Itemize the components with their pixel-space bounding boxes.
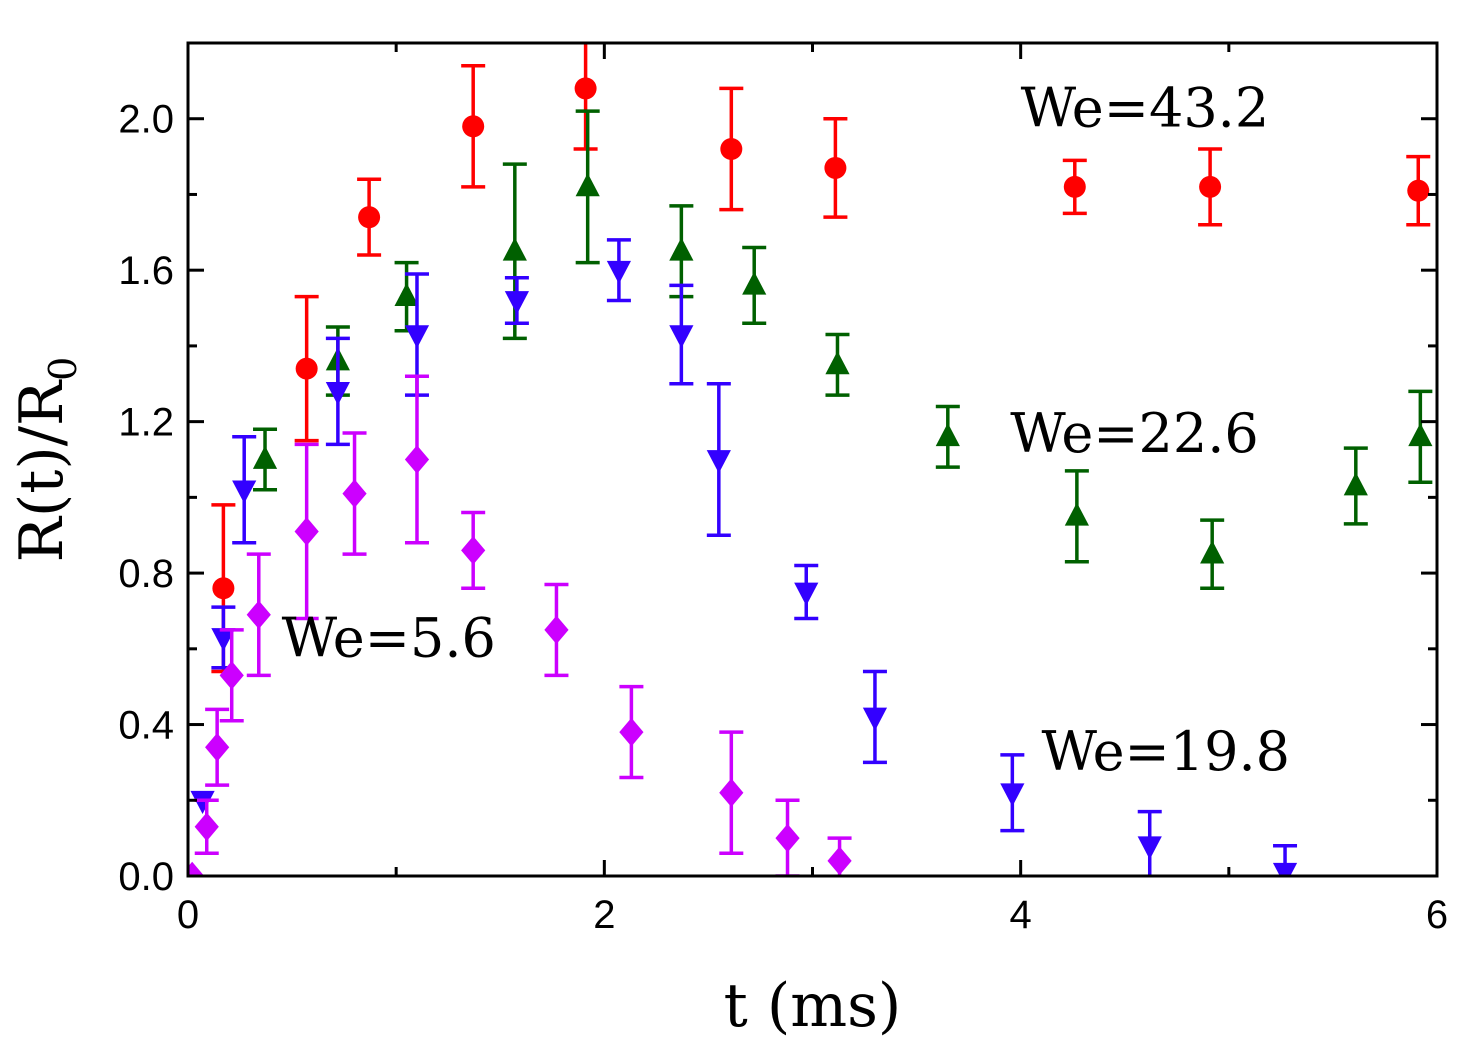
triangle-down-marker	[669, 325, 694, 349]
diamond-marker	[246, 600, 271, 630]
diamond-marker	[719, 778, 744, 807]
triangle-down-marker	[1000, 783, 1025, 807]
diamond-marker	[619, 717, 644, 747]
y-axis-title-subscript: 0	[41, 357, 85, 381]
diamond-marker	[461, 536, 486, 565]
tick-labels: 0 2 4 6 0.0 0.4 0.8 1.2 1.6 2.0	[118, 98, 1448, 937]
triangle-down-marker	[606, 260, 632, 284]
triangle-down-marker	[325, 381, 350, 406]
y-tick-label: 1.2	[118, 401, 174, 445]
diamond-marker	[342, 479, 367, 508]
triangle-up-marker	[1200, 540, 1225, 564]
triangle-down-marker	[211, 628, 236, 652]
y-tick-label: 2.0	[118, 98, 174, 142]
triangle-up-marker	[502, 237, 527, 261]
triangle-down-marker	[232, 480, 257, 504]
y-axis-title: R(t)/R0	[7, 357, 85, 563]
circle-marker	[1407, 179, 1430, 202]
triangle-up-marker	[742, 271, 767, 295]
circle-marker	[1063, 175, 1086, 198]
series-label: We=19.8	[1041, 720, 1290, 783]
diamond-marker	[219, 661, 244, 690]
circle-marker	[1199, 175, 1222, 198]
x-tick-label: 6	[1426, 893, 1448, 937]
series-we-22-6	[252, 109, 1433, 590]
series-label: We=5.6	[282, 606, 496, 669]
diamond-marker	[544, 615, 569, 645]
circle-marker	[358, 206, 381, 229]
y-axis-title-main: R(t)/R	[7, 379, 77, 562]
triangle-down-marker	[706, 450, 731, 474]
x-tick-label: 2	[593, 893, 615, 937]
circle-marker	[295, 357, 318, 380]
x-axis-title: t (ms)	[724, 971, 902, 1041]
circle-marker	[574, 77, 597, 100]
x-tick-label: 0	[177, 893, 199, 937]
x-tick-label: 4	[1010, 893, 1032, 937]
diamond-marker	[404, 445, 430, 474]
series-we-43-2	[211, 43, 1431, 674]
circle-marker	[720, 138, 743, 161]
y-tick-label: 0.4	[118, 704, 174, 748]
y-tick-label: 1.6	[118, 249, 174, 293]
triangle-down-marker	[794, 582, 819, 606]
triangle-down-marker	[1272, 862, 1298, 876]
diamond-marker	[205, 732, 230, 762]
triangle-up-marker	[575, 173, 600, 197]
triangle-up-marker	[669, 237, 694, 261]
triangle-down-marker	[1137, 836, 1162, 860]
triangle-down-marker	[504, 291, 530, 315]
triangle-up-marker	[394, 282, 419, 307]
triangle-up-marker	[935, 423, 960, 447]
series-label: We=22.6	[1010, 402, 1259, 465]
circle-marker	[824, 156, 847, 179]
y-tick-label: 0.8	[118, 552, 174, 596]
series-annotations: We=43.2 We=22.6 We=19.8 We=5.6	[282, 76, 1290, 783]
diamond-marker	[194, 812, 219, 842]
triangle-up-marker	[1408, 423, 1433, 447]
triangle-down-marker	[862, 707, 888, 731]
triangle-up-marker	[1064, 502, 1089, 526]
circle-marker	[212, 577, 235, 600]
triangle-up-marker	[1343, 472, 1368, 496]
circle-marker	[462, 115, 485, 138]
data-marks	[188, 43, 1433, 876]
series-we-5-6	[188, 374, 852, 876]
triangle-up-marker	[825, 351, 850, 375]
diamond-marker	[294, 517, 319, 546]
diamond-marker	[827, 846, 852, 876]
axis-ticks	[186, 43, 1439, 878]
triangle-up-marker	[252, 445, 278, 469]
triangle-down-marker	[190, 790, 215, 815]
series-label: We=43.2	[1021, 76, 1270, 139]
y-tick-label: 0.0	[118, 855, 174, 899]
series-we-19-8	[190, 238, 1298, 876]
triangle-down-marker	[404, 325, 430, 349]
diamond-marker	[188, 861, 205, 876]
diamond-marker	[775, 823, 800, 853]
